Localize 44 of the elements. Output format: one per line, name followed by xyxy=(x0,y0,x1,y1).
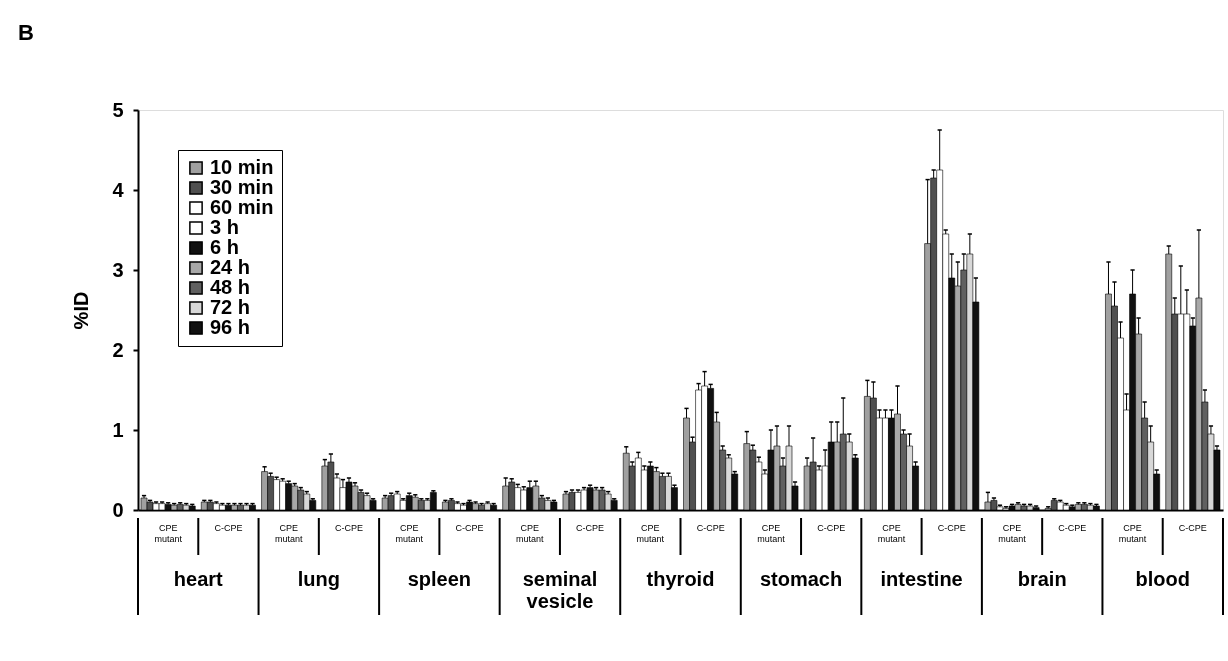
x-tick-label: C-CPE xyxy=(334,523,363,533)
x-tick-label: CPE mutant xyxy=(877,523,906,544)
x-tick-label: CPE mutant xyxy=(998,523,1027,544)
y-tick-label: 5 xyxy=(112,98,124,121)
text: blood xyxy=(1135,568,1190,590)
y-axis-title: %ID xyxy=(70,291,93,330)
legend-label: 24 h xyxy=(210,256,251,278)
x-tick-label: C-CPE xyxy=(817,523,846,533)
y-tick-label: 3 xyxy=(112,258,124,281)
legend-label: 96 h xyxy=(210,316,251,338)
legend-label: 48 h xyxy=(210,276,251,298)
x-tick-label: CPE mutant xyxy=(154,523,183,544)
legend-label: 30 min xyxy=(210,176,274,198)
y-tick-label: 0 xyxy=(112,498,124,521)
x-tick-label: C-CPE xyxy=(1058,523,1087,533)
text: spleen xyxy=(407,568,472,590)
x-tick-label: CPE mutant xyxy=(757,523,786,544)
x-tick-label: C-CPE xyxy=(214,523,243,533)
x-tick-label: C-CPE xyxy=(1178,523,1207,533)
legend-label: 3 h xyxy=(210,216,239,238)
legend-label: 72 h xyxy=(210,296,251,318)
y-tick-label: 4 xyxy=(112,178,125,201)
x-tick-label: C-CPE xyxy=(455,523,484,533)
x-tick-label: C-CPE xyxy=(696,523,725,533)
x-tick-label: CPE mutant xyxy=(636,523,665,544)
legend-label: 60 min xyxy=(210,196,274,218)
y-tick-label: 2 xyxy=(112,338,124,361)
text: thyroid xyxy=(646,568,715,590)
legend-label: 6 h xyxy=(210,236,239,258)
text: stomach xyxy=(759,568,843,590)
text: intestine xyxy=(880,568,963,590)
chart-title: B xyxy=(18,20,34,45)
y-tick-label: 1 xyxy=(112,418,124,441)
text: lung xyxy=(297,568,340,590)
x-tick-label: C-CPE xyxy=(576,523,605,533)
x-tick-label: CPE mutant xyxy=(1118,523,1147,544)
legend-label: 10 min xyxy=(210,156,274,178)
x-tick-label: C-CPE xyxy=(937,523,966,533)
text: seminal vesicle xyxy=(522,568,598,612)
text: heart xyxy=(173,568,224,590)
x-tick-label: CPE mutant xyxy=(395,523,424,544)
x-tick-label: CPE mutant xyxy=(516,523,545,544)
x-tick-label: CPE mutant xyxy=(274,523,303,544)
text: brain xyxy=(1017,568,1067,590)
